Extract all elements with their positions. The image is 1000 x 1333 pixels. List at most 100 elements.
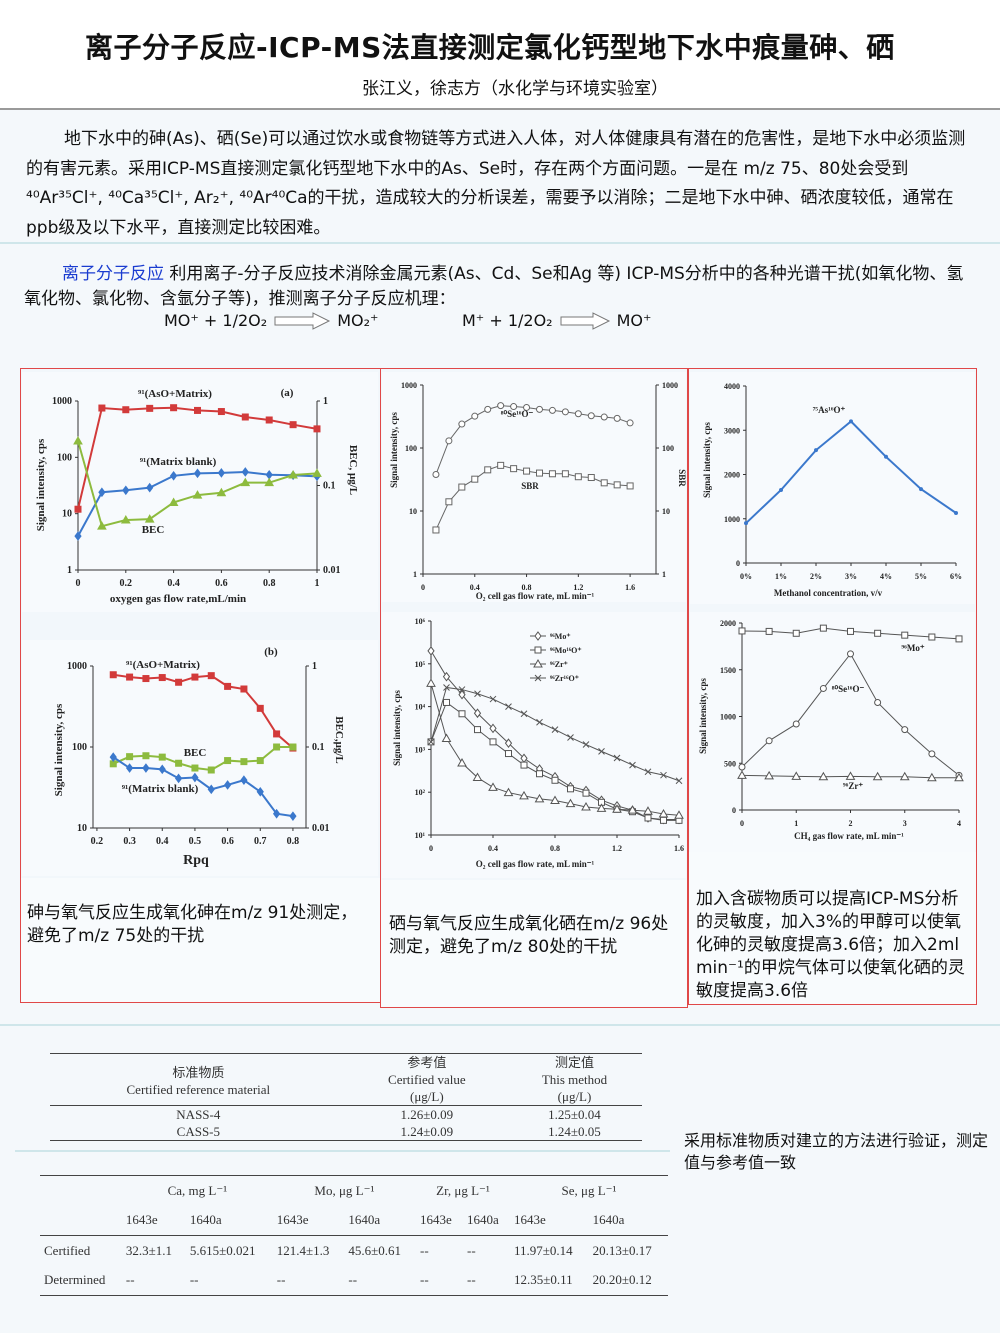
data-point: [256, 786, 264, 797]
y-tick-label: 100: [405, 444, 417, 453]
poster-header: 离子分子反应-ICP-MS法直接测定氯化钙型地下水中痕量砷、硒 张江义，徐志方（…: [0, 0, 1000, 110]
data-point: [441, 733, 452, 742]
x-tick-label: 1.6: [674, 844, 684, 853]
ion-reaction-keyword: 离子分子反应: [62, 264, 164, 284]
annotation: (a): [281, 387, 294, 399]
data-point: [443, 684, 450, 691]
data-point: [273, 730, 281, 738]
legend-entry: ⁹⁶Mo⁺: [550, 632, 571, 641]
data-point: [612, 804, 622, 813]
y-tick-label: 4000: [724, 382, 740, 391]
data-point: [536, 405, 543, 413]
eq2-left: M⁺ + 1/2O₂: [462, 311, 553, 330]
y2-axis-title: BEC,μg/L: [333, 716, 345, 764]
eq1-right: MO₂⁺: [337, 311, 379, 330]
table-row: CASS-5 1.24±0.09 1.24±0.05: [176, 1124, 601, 1139]
data-point: [158, 753, 166, 761]
data-point: [660, 816, 667, 824]
data-point: [458, 710, 466, 718]
x-tick-label: 0.2: [91, 836, 104, 847]
data-point: [565, 798, 576, 808]
y2-tick-label: 1: [662, 570, 666, 579]
data-point: [122, 406, 130, 414]
data-point: [289, 811, 297, 821]
x-tick-label: 2: [849, 819, 853, 828]
data-point: [497, 461, 505, 469]
data-point: [174, 773, 183, 784]
chart-background: [22, 640, 378, 876]
data-point: [738, 763, 746, 771]
carbon-caption: 加入含碳物质可以提高ICP-MS分析的灵敏度，加入3%的甲醇可以使氧化砷的灵敏度…: [689, 852, 976, 1004]
data-point: [536, 718, 543, 726]
data-point: [126, 753, 134, 761]
data-point: [144, 514, 155, 523]
table-header-row: 标准物质 Certified reference material 参考值 Cert…: [50, 1053, 642, 1106]
sub-header-row: 1643e 1640a 1643e 1640a 1643e 1640a 1643e 1640…: [40, 1205, 668, 1236]
data-point: [489, 723, 497, 734]
data-point: [224, 757, 232, 765]
divider: [0, 242, 1000, 244]
data-point: [779, 487, 783, 492]
equation-2: M⁺ + 1/2O₂ MO⁺: [462, 311, 651, 330]
data-point: [550, 795, 560, 804]
annotation: ⁸⁰Se¹⁶O⁻: [501, 409, 534, 419]
x-tick-label: 0: [76, 578, 81, 589]
chart-4: 0 0.4 0.8 1.2 1.6 10¹ 10² 10³ 10⁴ 10⁵ 10⁶ O₂ cell g…: [382, 612, 686, 878]
x-tick-label: 5%: [915, 572, 927, 581]
data-point: [224, 682, 232, 690]
data-point: [587, 412, 595, 420]
data-point: [432, 470, 440, 478]
data-point: [98, 487, 106, 498]
annotation: BEC: [184, 747, 207, 759]
annotation: ⁹¹(Matrix blank): [122, 783, 199, 795]
x-tick-label: 1: [794, 819, 798, 828]
authors: 张江义，徐志方（水化学与环境实验室）: [362, 79, 668, 99]
data-point: [109, 752, 117, 762]
data-point: [125, 763, 134, 773]
data-point: [510, 465, 518, 473]
data-point: [120, 515, 131, 524]
data-point: [791, 771, 802, 780]
x-tick-label: 0.8: [550, 844, 560, 853]
y-tick-label: 1000: [720, 713, 736, 722]
data-point: [520, 761, 528, 769]
data-point: [432, 526, 440, 534]
data-point: [928, 750, 936, 758]
data-point: [658, 808, 669, 818]
annotation: (b): [264, 646, 278, 658]
poster-title: 离子分子反应-ICP-MS法直接测定氯化钙型地下水中痕量砷、硒: [85, 31, 895, 64]
data-point: [170, 404, 178, 412]
annotation: SBR: [521, 481, 539, 491]
chart-background: [382, 372, 686, 602]
y-tick-label: 1000: [52, 396, 72, 407]
data-point: [901, 631, 909, 639]
data-point: [505, 750, 512, 758]
data-point: [510, 403, 518, 411]
data-point: [241, 467, 249, 477]
y-tick-label: 1000: [724, 515, 740, 524]
data-point: [169, 470, 178, 481]
annotation: ⁷⁵As¹⁶O⁺: [813, 405, 846, 415]
x-tick-label: 6%: [950, 572, 962, 581]
reference-material-table: 标准物质 Certified reference material 参考值 Cert…: [50, 1053, 642, 1141]
x-tick-label: 3: [903, 819, 907, 828]
data-point: [217, 408, 225, 416]
chart-background: [690, 372, 975, 604]
data-point: [819, 684, 827, 692]
data-point: [548, 470, 556, 478]
data-point: [484, 405, 492, 413]
data-point: [472, 772, 483, 782]
y-tick-label: 10⁵: [415, 660, 426, 669]
y-tick-label: 10⁶: [415, 617, 426, 626]
data-point: [217, 468, 226, 478]
annotation: ⁹¹(AsO+Matrix): [126, 659, 200, 671]
data-point: [458, 689, 466, 700]
data-point: [240, 758, 248, 766]
x-tick-label: 0.8: [287, 836, 300, 847]
y-tick-label: 10⁴: [415, 703, 426, 712]
x-tick-label: 0: [429, 844, 433, 853]
data-point: [847, 650, 854, 658]
data-point: [596, 803, 607, 812]
data-point: [849, 419, 853, 424]
